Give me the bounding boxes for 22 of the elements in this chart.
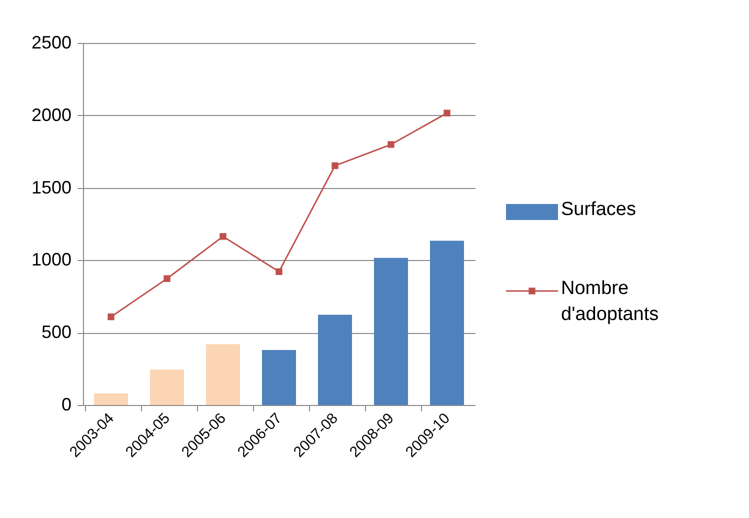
legend-label: Surfaces: [561, 199, 636, 220]
y-tick-label: 1500: [31, 177, 72, 198]
point: [108, 313, 114, 320]
y-tick-label: 2500: [31, 32, 72, 52]
bar: [262, 350, 296, 405]
bar: [206, 344, 240, 405]
point: [444, 110, 450, 116]
bar: [318, 314, 352, 405]
point: [220, 233, 226, 240]
point: [332, 162, 338, 169]
point: [388, 141, 394, 148]
bar: [150, 370, 184, 405]
y-tick-label: 0: [61, 394, 72, 414]
bar: [94, 393, 128, 405]
bar: [430, 240, 464, 405]
point: [276, 268, 282, 275]
point: [164, 275, 170, 282]
y-tick-label: 500: [41, 322, 72, 342]
bar: [374, 258, 408, 405]
y-tick-label: 1000: [31, 250, 72, 270]
y-tick-label: 2000: [31, 104, 72, 125]
legend-label: Nombre d'adoptants: [561, 278, 659, 325]
